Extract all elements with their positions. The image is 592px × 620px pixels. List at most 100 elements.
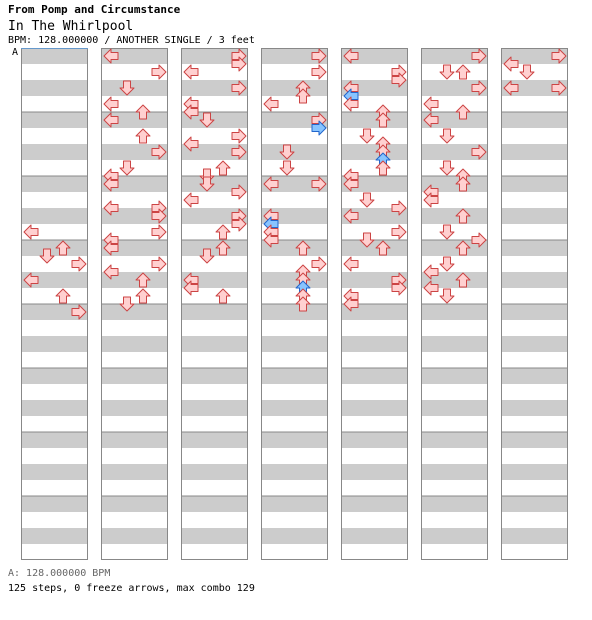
- down-arrow: [439, 288, 455, 304]
- beat-stripe: [181, 464, 248, 480]
- left-arrow: [343, 296, 359, 312]
- beat-stripe: [101, 144, 168, 160]
- down-arrow: [119, 296, 135, 312]
- beat-stripe: [341, 464, 408, 480]
- left-arrow: [183, 280, 199, 296]
- up-arrow: [135, 272, 151, 288]
- bpm-legend: A: 128.000000 BPM: [8, 568, 111, 579]
- up-arrow: [455, 64, 471, 80]
- right-arrow: [311, 48, 327, 64]
- right-arrow: [151, 208, 167, 224]
- column-border: [341, 48, 408, 560]
- chart-column-3: [181, 48, 248, 560]
- up-arrow: [135, 128, 151, 144]
- down-arrow: [359, 192, 375, 208]
- beat-stripe: [101, 336, 168, 352]
- right-arrow: [231, 128, 247, 144]
- right-arrow: [231, 216, 247, 232]
- right-arrow: [151, 224, 167, 240]
- up-arrow: [295, 88, 311, 104]
- beat-stripe: [21, 208, 88, 224]
- beat-stripe: [501, 112, 568, 128]
- right-arrow: [151, 144, 167, 160]
- up-arrow: [55, 288, 71, 304]
- down-arrow: [279, 160, 295, 176]
- beat-stripe: [101, 432, 168, 448]
- left-arrow: [343, 176, 359, 192]
- beat-stripe: [341, 336, 408, 352]
- down-arrow: [119, 160, 135, 176]
- beat-stripe: [261, 112, 328, 128]
- beat-stripe: [261, 336, 328, 352]
- beat-stripe: [341, 432, 408, 448]
- beat-stripe: [341, 496, 408, 512]
- right-arrow: [391, 200, 407, 216]
- chart-column-4: [261, 48, 328, 560]
- beat-stripe: [501, 176, 568, 192]
- beat-stripe: [501, 272, 568, 288]
- beat-stripe: [181, 528, 248, 544]
- down-arrow: [199, 112, 215, 128]
- right-arrow: [71, 256, 87, 272]
- up-arrow: [135, 104, 151, 120]
- beat-stripe: [421, 144, 488, 160]
- beat-stripe: [21, 336, 88, 352]
- left-arrow: [103, 48, 119, 64]
- beat-stripe: [21, 48, 88, 64]
- beat-stripe: [21, 144, 88, 160]
- beat-stripe: [261, 80, 328, 96]
- beat-stripe: [261, 368, 328, 384]
- right-arrow: [471, 232, 487, 248]
- right-arrow: [551, 48, 567, 64]
- left-arrow: [183, 136, 199, 152]
- beat-stripe: [21, 304, 88, 320]
- left-arrow: [103, 112, 119, 128]
- left-arrow: [103, 176, 119, 192]
- beat-stripe: [421, 432, 488, 448]
- beat-stripe: [101, 496, 168, 512]
- beat-stripe: [421, 464, 488, 480]
- beat-stripe: [101, 368, 168, 384]
- left-arrow: [183, 104, 199, 120]
- beat-stripe: [341, 112, 408, 128]
- beat-stripe: [261, 496, 328, 512]
- beat-stripe: [421, 208, 488, 224]
- up-arrow: [295, 240, 311, 256]
- down-arrow: [39, 248, 55, 264]
- beat-stripe: [21, 240, 88, 256]
- left-arrow: [183, 64, 199, 80]
- beat-stripe: [501, 240, 568, 256]
- beat-stripe: [261, 48, 328, 64]
- down-arrow: [439, 224, 455, 240]
- right-arrow: [471, 144, 487, 160]
- down-arrow: [519, 64, 535, 80]
- beat-stripe: [501, 304, 568, 320]
- up-arrow: [215, 240, 231, 256]
- left-arrow: [503, 80, 519, 96]
- beat-stripe: [181, 336, 248, 352]
- beat-stripe: [21, 464, 88, 480]
- beat-stripe: [21, 496, 88, 512]
- left-arrow: [23, 224, 39, 240]
- right-arrow: [231, 144, 247, 160]
- beat-stripe: [181, 400, 248, 416]
- beat-stripe: [501, 464, 568, 480]
- beat-stripe: [181, 432, 248, 448]
- chart-column-5: [341, 48, 408, 560]
- right-arrow: [471, 48, 487, 64]
- up-arrow: [375, 160, 391, 176]
- beat-stripe: [21, 80, 88, 96]
- beat-stripe: [501, 144, 568, 160]
- column-border: [181, 48, 248, 560]
- beat-stripe: [501, 336, 568, 352]
- right-arrow: [311, 256, 327, 272]
- up-arrow: [375, 240, 391, 256]
- beat-stripe: [421, 48, 488, 64]
- beat-stripe: [261, 304, 328, 320]
- beat-stripe: [181, 496, 248, 512]
- beat-stripe: [421, 400, 488, 416]
- beat-stripe: [261, 528, 328, 544]
- right-arrow: [391, 280, 407, 296]
- step-chart: [21, 48, 568, 560]
- up-arrow: [375, 112, 391, 128]
